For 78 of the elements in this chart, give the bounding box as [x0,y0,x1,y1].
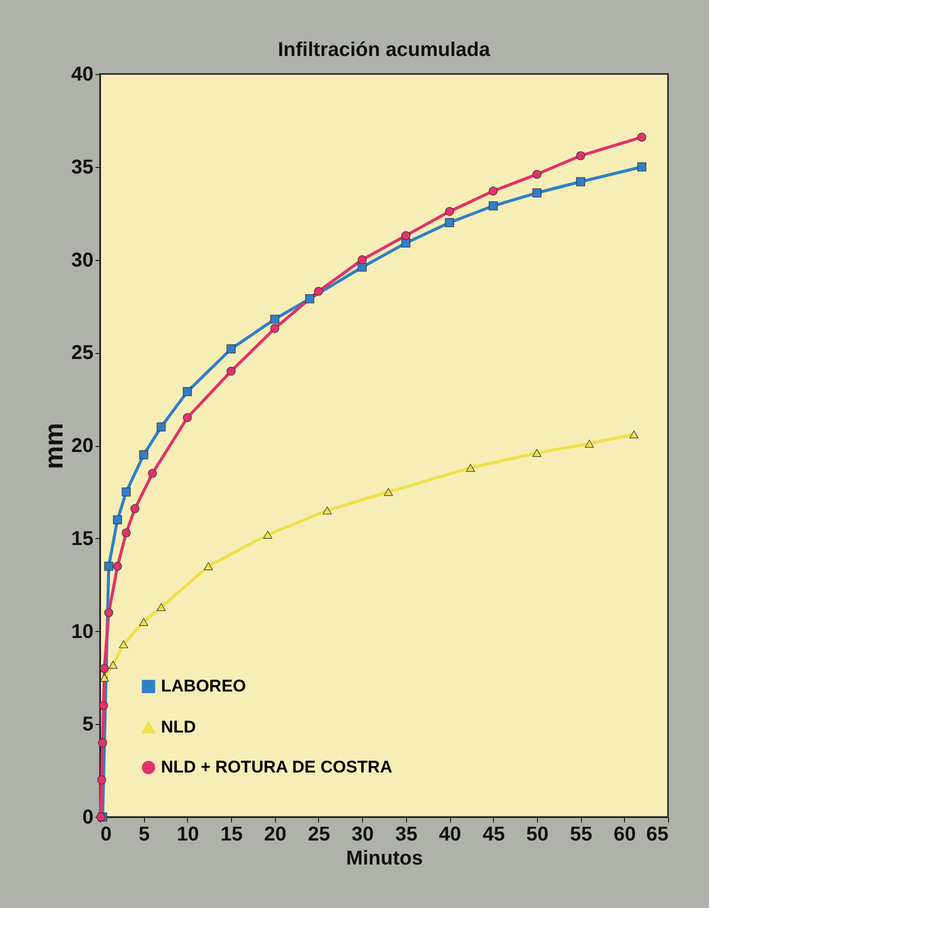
point [98,738,108,748]
point [445,206,454,216]
point [100,674,109,682]
point [637,162,646,172]
point [182,387,192,396]
y-tick-label: 25 [71,342,94,364]
point [466,464,475,472]
point [104,562,114,571]
x-tick-label: 55 [570,824,592,846]
point [139,450,148,460]
x-tick-label: 40 [438,824,462,846]
y-tick-label: 15 [71,528,94,550]
point [122,487,131,496]
point [204,562,213,570]
point [358,255,367,264]
x-tick-label: 60 [614,824,636,846]
point [182,413,192,422]
point [139,618,148,626]
point [401,231,410,240]
point [637,132,646,142]
point [100,664,109,673]
x-tick-label: 10 [176,824,200,846]
point [130,504,140,514]
point [122,528,131,538]
point [104,608,114,618]
point [305,294,314,304]
point [488,201,498,210]
point [488,186,498,196]
x-tick-label: 25 [308,824,330,846]
point [226,366,236,376]
y-tick-label: 5 [82,714,94,736]
y-axis-title: mm [38,422,68,470]
y-tick-label: 20 [71,435,94,457]
y-tick-label: 40 [71,64,94,86]
point [532,188,542,198]
chart-title: Infiltración acumulada [278,39,492,61]
y-tick-label: 10 [71,620,94,643]
y-tick-label: 35 [71,156,94,178]
point [576,151,586,160]
legend-label: LABOREO [161,676,246,696]
legend-label: NLD + ROTURA DE COSTRA [161,758,392,776]
point [576,177,586,186]
point [156,603,166,612]
x-tick-label: 30 [352,824,374,846]
x-tick-label: 5 [138,824,150,846]
x-tick-label: 35 [395,824,418,846]
y-tick-label: 30 [71,249,94,272]
point [584,440,594,448]
point [148,468,157,478]
x-tick-label: 65 [646,824,668,846]
point [97,775,106,784]
x-tick-label: 15 [220,824,243,846]
point [532,170,542,179]
point [263,530,272,539]
point [119,640,128,648]
point [629,430,638,438]
point [270,314,280,324]
x-tick-label: 0 [100,824,112,846]
point [226,344,236,354]
point [401,238,410,248]
point [270,324,280,333]
point [112,515,122,524]
point [445,218,454,228]
point [358,262,367,272]
x-tick-label: 20 [264,824,286,846]
point [314,286,323,296]
point [384,488,393,496]
x-tick-label: 50 [526,824,549,846]
point [108,660,118,669]
x-tick-label: 45 [482,824,505,846]
x-axis-title: Minutos [346,848,423,870]
point [99,701,108,710]
legend-label: NLD [161,718,196,736]
point [112,562,122,571]
y-tick-label: 0 [82,806,94,828]
point [532,449,542,457]
point [322,506,332,514]
point [156,422,166,432]
